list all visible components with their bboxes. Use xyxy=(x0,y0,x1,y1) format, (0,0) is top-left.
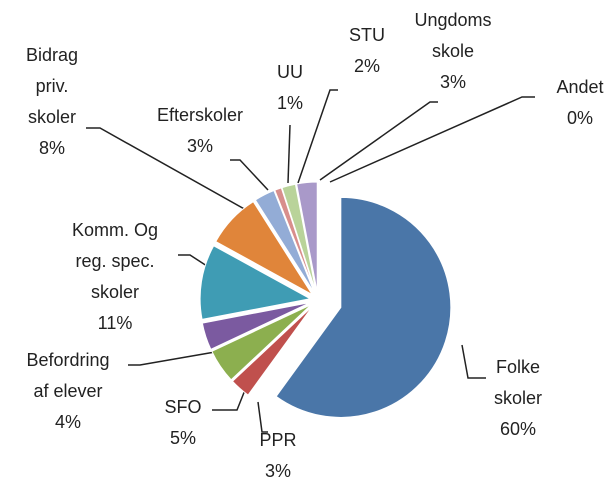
category-label: STU xyxy=(349,25,385,45)
value-label: 3% xyxy=(186,136,213,156)
pie-slice xyxy=(199,245,312,320)
leader-line xyxy=(329,96,535,183)
leader-line xyxy=(257,401,268,433)
slice-label: SFO 5% xyxy=(164,392,201,454)
slice-label: Komm. Og reg. spec. skoler 11% xyxy=(72,215,158,339)
category-label: Andet xyxy=(556,77,604,97)
slice-label: Befordring af elever 4% xyxy=(26,345,109,438)
category-label: UU xyxy=(276,62,303,82)
leader-line xyxy=(212,389,246,411)
leader-line xyxy=(86,127,256,216)
pie-slice xyxy=(211,304,312,381)
leader-line xyxy=(128,351,216,366)
slice-label: UU 1% xyxy=(277,57,303,119)
leader-line xyxy=(319,101,438,181)
category-label: PPR xyxy=(259,430,297,450)
category-label: Komm. Og reg. spec. skoler xyxy=(71,220,159,302)
value-label: 1% xyxy=(276,93,304,113)
slice-label: Folke skoler 60% xyxy=(494,352,542,445)
leader-line xyxy=(297,89,338,184)
slice-label: Bidrag priv. skoler 8% xyxy=(26,40,78,164)
pie-slice xyxy=(201,301,311,350)
leader-line xyxy=(461,344,486,379)
leader-line xyxy=(178,254,211,269)
pie-slice xyxy=(281,183,317,293)
category-label: Efterskoler xyxy=(156,105,244,125)
leader-lines xyxy=(86,89,535,433)
slice-label: PPR 3% xyxy=(259,425,296,478)
value-label: 8% xyxy=(38,138,65,158)
leader-line xyxy=(287,124,291,184)
value-label: 3% xyxy=(439,72,467,92)
value-label: 0% xyxy=(566,108,594,128)
pie-slice xyxy=(231,305,314,396)
pie-slice xyxy=(296,181,318,293)
category-label: Bidrag priv. skoler xyxy=(25,45,79,127)
slice-label: Ungdoms skole 3% xyxy=(414,5,491,98)
pie-slice xyxy=(254,189,315,294)
category-label: Ungdoms skole xyxy=(414,10,492,61)
slice-label: Andet 0% xyxy=(556,72,603,134)
value-label: 5% xyxy=(169,428,197,448)
value-label: 2% xyxy=(353,56,380,76)
value-label: 3% xyxy=(264,461,292,478)
leader-line xyxy=(230,159,269,191)
category-label: SFO xyxy=(164,397,202,417)
pie-slice xyxy=(275,196,452,418)
category-label: Befordring af elever xyxy=(26,350,110,401)
value-label: 4% xyxy=(54,412,81,432)
pie-slice xyxy=(274,187,316,293)
slice-label: Efterskoler 3% xyxy=(157,100,243,162)
slice-label: STU 2% xyxy=(349,20,385,82)
category-label: Folke skoler xyxy=(493,357,543,408)
value-label: 11% xyxy=(97,313,133,333)
value-label: 60% xyxy=(499,419,537,439)
pie-slice xyxy=(215,200,313,295)
